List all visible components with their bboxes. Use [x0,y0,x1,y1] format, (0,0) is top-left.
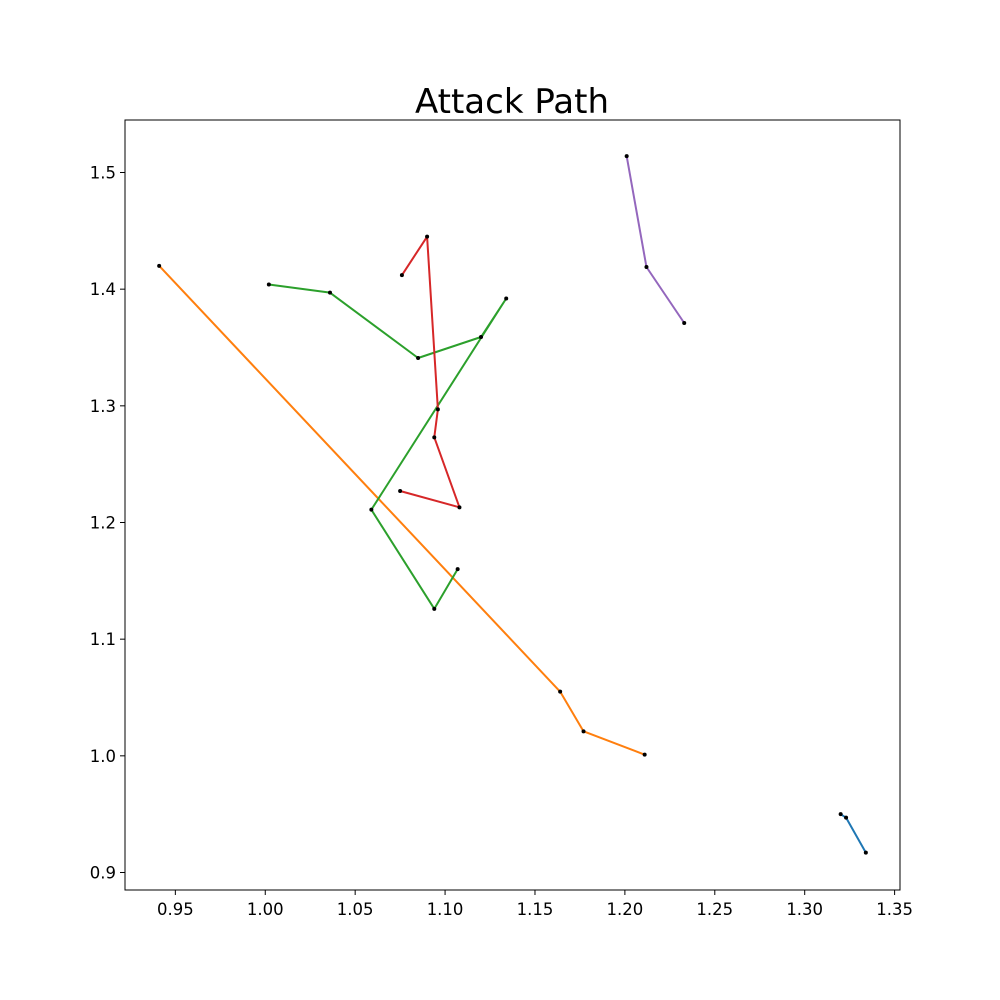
data-point [399,273,404,278]
data-point [844,815,849,820]
chart-title: Attack Path [415,82,609,122]
x-tick-label: 1.35 [876,900,913,919]
data-point [432,606,437,611]
y-tick-label: 1.0 [90,747,116,766]
data-point [425,234,430,239]
series-line-3 [268,283,508,610]
series-line-2 [158,265,646,756]
data-point [642,752,647,757]
y-tick-label: 1.1 [90,630,116,649]
data-point [863,850,868,855]
data-point [624,154,629,159]
y-tick-label: 1.3 [90,397,116,416]
data-point [432,435,437,440]
y-tick-label: 1.5 [90,164,116,183]
data-point [369,507,374,512]
data-point [558,689,563,694]
data-point [327,290,332,295]
x-tick-label: 0.95 [157,900,194,919]
x-axis-ticks: 0.95 1.00 1.05 1.10 1.15 1.20 1.25 1.30 1.35 [157,890,913,919]
marker-layer [157,154,868,855]
data-point [398,489,403,493]
data-point [479,335,484,339]
x-tick-label: 1.30 [786,900,823,919]
data-point [644,265,649,269]
y-axis-ticks: 0.9 1.0 1.1 1.2 1.3 1.4 1.5 [90,164,125,883]
data-point [157,263,162,268]
x-tick-label: 1.10 [427,900,464,919]
plot-frame [124,119,901,891]
y-tick-label: 1.2 [90,514,116,533]
series-line-4 [399,235,461,509]
y-tick-label: 0.9 [90,864,116,883]
data-point [455,567,460,572]
data-point [457,505,462,510]
x-tick-label: 1.05 [337,900,374,919]
data-point [682,321,687,325]
data-point [838,812,843,817]
data-point [435,407,440,412]
x-tick-label: 1.20 [607,900,644,919]
y-tick-label: 1.4 [90,280,116,299]
x-tick-label: 1.15 [517,900,554,919]
x-tick-label: 1.25 [696,900,733,919]
data-point [581,729,586,734]
x-tick-label: 1.00 [247,900,284,919]
data-point [504,296,509,301]
data-point [416,356,421,360]
data-point [266,282,271,287]
